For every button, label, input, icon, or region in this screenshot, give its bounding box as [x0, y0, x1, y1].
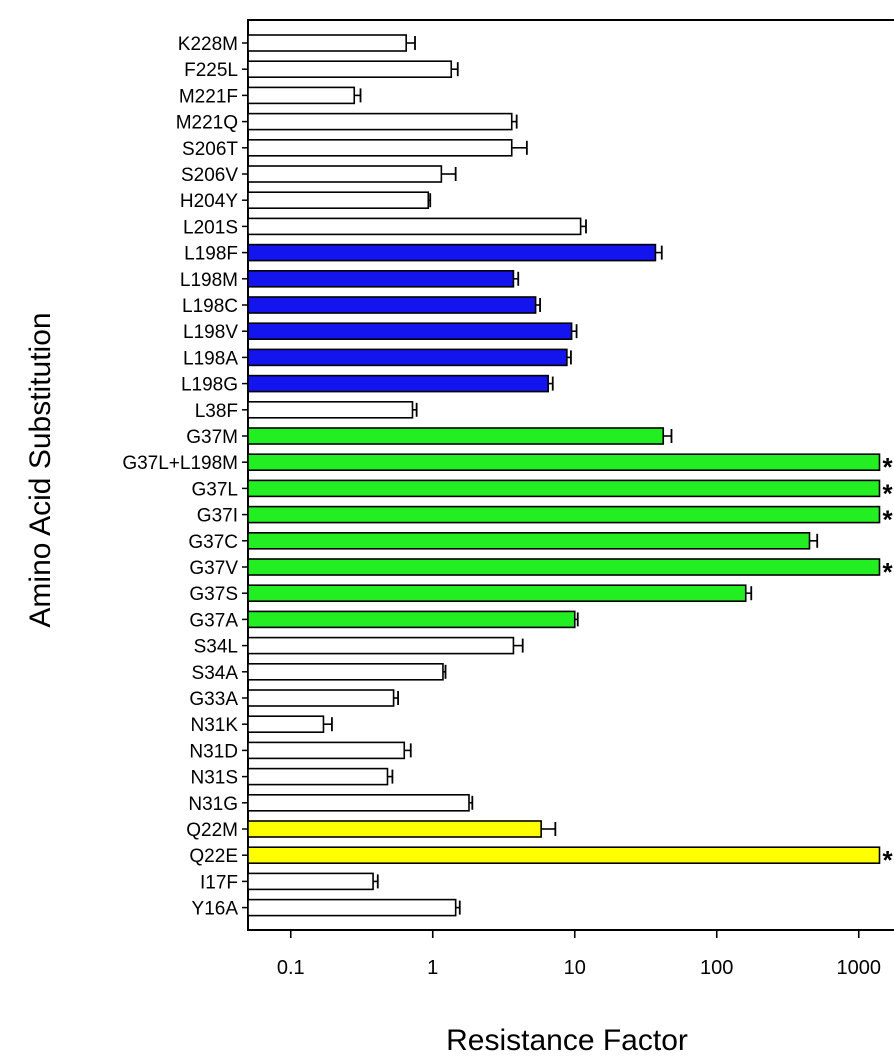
category-label-g37l: G37L: [192, 479, 238, 500]
category-label-n31d: N31D: [189, 741, 238, 762]
bar-g37l: [247, 479, 881, 498]
category-label-i17f: I17F: [200, 872, 238, 893]
category-label-s34l: S34L: [194, 637, 238, 658]
category-label-g37a: G37A: [189, 610, 238, 631]
bar-l38f: [247, 400, 414, 419]
category-label-l198c: L198C: [182, 296, 238, 317]
category-label-k228m: K228M: [178, 34, 238, 55]
x-axis-ticks: 0.1 1 10 100 1000: [277, 930, 881, 979]
bar-s206t: [247, 139, 513, 157]
category-label-l38f: L38F: [195, 401, 238, 422]
category-labels: K228M F225L M221F M221Q S206T S206V H204Y L201S…: [122, 34, 238, 920]
bar-g33a: [247, 689, 395, 707]
category-label-l198m: L198M: [180, 270, 238, 291]
category-label-s206v: S206V: [181, 165, 238, 186]
bar-l198v: [247, 322, 573, 341]
category-label-q22m: Q22M: [186, 820, 238, 841]
bar-s206v: [247, 165, 443, 183]
bar-h204y: [247, 191, 430, 209]
bar-g37i: [247, 505, 881, 524]
bar-g37l-l198m: [247, 453, 881, 472]
bar-n31k: [247, 715, 325, 734]
bar-g37v: [247, 558, 881, 576]
bar-q22m: [247, 820, 542, 838]
category-label-g37i: G37I: [197, 506, 238, 527]
star-q22e: *: [882, 845, 893, 875]
x-tick-label: 0.1: [277, 957, 305, 979]
bar-g37a: [247, 610, 576, 629]
x-tick-label: 1: [427, 957, 438, 979]
bar-g37c: [247, 531, 811, 550]
plot-frame: [247, 19, 894, 931]
star-g37l: *: [882, 478, 893, 508]
bar-y16a: [247, 898, 457, 917]
bar-q22e: [247, 846, 881, 865]
category-label-l198g: L198G: [181, 375, 238, 396]
star-g37v: *: [882, 557, 893, 587]
bars-layer: *****: [242, 34, 893, 917]
category-label-g33a: G33A: [189, 689, 238, 710]
category-label-l201s: L201S: [183, 217, 238, 238]
category-label-n31g: N31G: [188, 794, 238, 815]
category-label-q22e: Q22E: [189, 846, 238, 867]
x-tick-label: 10: [564, 957, 586, 979]
category-label-m221f: M221F: [179, 86, 238, 107]
category-label-s34a: S34A: [192, 663, 239, 684]
y-axis-title: Amino Acid Substitution: [24, 312, 57, 627]
category-label-f225l: F225L: [184, 60, 238, 81]
star-g37l-l198m: *: [882, 452, 893, 482]
bar-i17f: [247, 872, 374, 891]
category-label-l198v: L198V: [183, 322, 238, 343]
x-tick-label: 1000: [836, 957, 881, 979]
category-label-y16a: Y16A: [192, 899, 239, 920]
star-g37i: *: [882, 505, 893, 535]
category-label-l198a: L198A: [183, 348, 238, 369]
bar-l198g: [247, 374, 549, 393]
bar-l198f: [247, 243, 657, 262]
category-label-g37s: G37S: [189, 584, 238, 605]
bar-n31s: [247, 767, 389, 786]
bar-m221f: [247, 86, 356, 105]
bar-g37s: [247, 584, 747, 603]
category-label-h204y: H204Y: [180, 191, 238, 212]
bar-f225l: [247, 60, 453, 79]
category-label-n31s: N31S: [190, 768, 238, 789]
x-axis-title: Resistance Factor: [446, 1024, 688, 1057]
category-label-g37m: G37M: [186, 427, 238, 448]
bar-k228m: [247, 34, 407, 52]
bar-n31g: [247, 793, 470, 812]
bar-g37m: [247, 427, 665, 445]
category-label-g37c: G37C: [188, 532, 238, 553]
bar-l198c: [247, 296, 537, 314]
bar-l201s: [247, 217, 582, 236]
x-tick-label: 100: [700, 957, 733, 979]
plot-border: [247, 19, 894, 931]
category-label-m221q: M221Q: [176, 113, 238, 134]
bar-l198a: [247, 348, 568, 367]
category-label-n31k: N31K: [190, 715, 238, 736]
category-label-s206t: S206T: [182, 139, 238, 160]
category-label-g37v: G37V: [189, 558, 238, 579]
bar-m221q: [247, 112, 513, 131]
bar-s34l: [247, 636, 515, 655]
bar-s34a: [247, 662, 444, 681]
category-label-l198f: L198F: [184, 244, 238, 265]
bar-l198m: [247, 269, 515, 288]
category-label-g37l-l198m: G37L+L198M: [122, 453, 238, 474]
bar-n31d: [247, 741, 406, 760]
